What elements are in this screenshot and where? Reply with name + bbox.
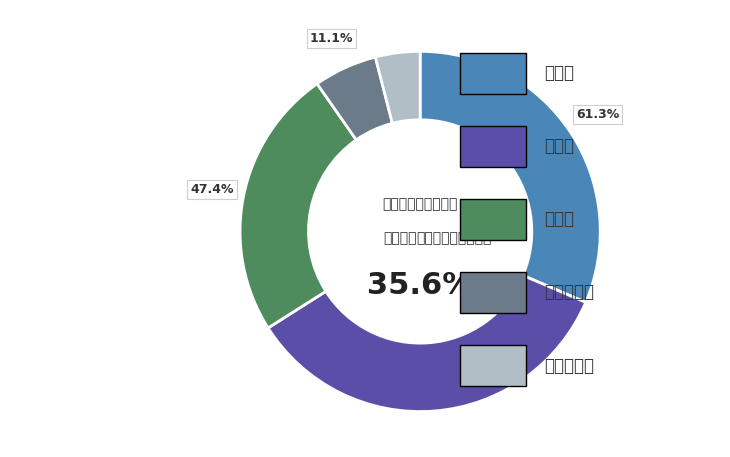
Text: 47.4%: 47.4%: [190, 183, 234, 196]
Wedge shape: [420, 51, 600, 303]
Wedge shape: [317, 57, 392, 140]
Text: 社会科学系: 社会科学系: [544, 356, 593, 375]
Text: 四年制大学卒業者の: 四年制大学卒業者の: [383, 197, 458, 212]
Text: 国立大学: 国立大学: [383, 232, 417, 246]
Text: 7.8%: 7.8%: [0, 456, 1, 457]
Text: 理学系: 理学系: [544, 64, 574, 82]
Wedge shape: [375, 51, 420, 123]
Text: 工学系: 工学系: [544, 137, 574, 155]
Text: 11.1%: 11.1%: [310, 32, 353, 45]
Text: 61.3%: 61.3%: [576, 108, 619, 121]
Text: 人文科学系: 人文科学系: [544, 283, 593, 302]
Wedge shape: [268, 276, 585, 412]
Text: 67.4%: 67.4%: [0, 456, 1, 457]
Wedge shape: [240, 84, 356, 328]
Text: 35.6%: 35.6%: [367, 271, 473, 300]
Text: 農学系: 農学系: [544, 210, 574, 228]
Text: 全体の大学院進学率: 全体の大学院進学率: [417, 232, 492, 246]
